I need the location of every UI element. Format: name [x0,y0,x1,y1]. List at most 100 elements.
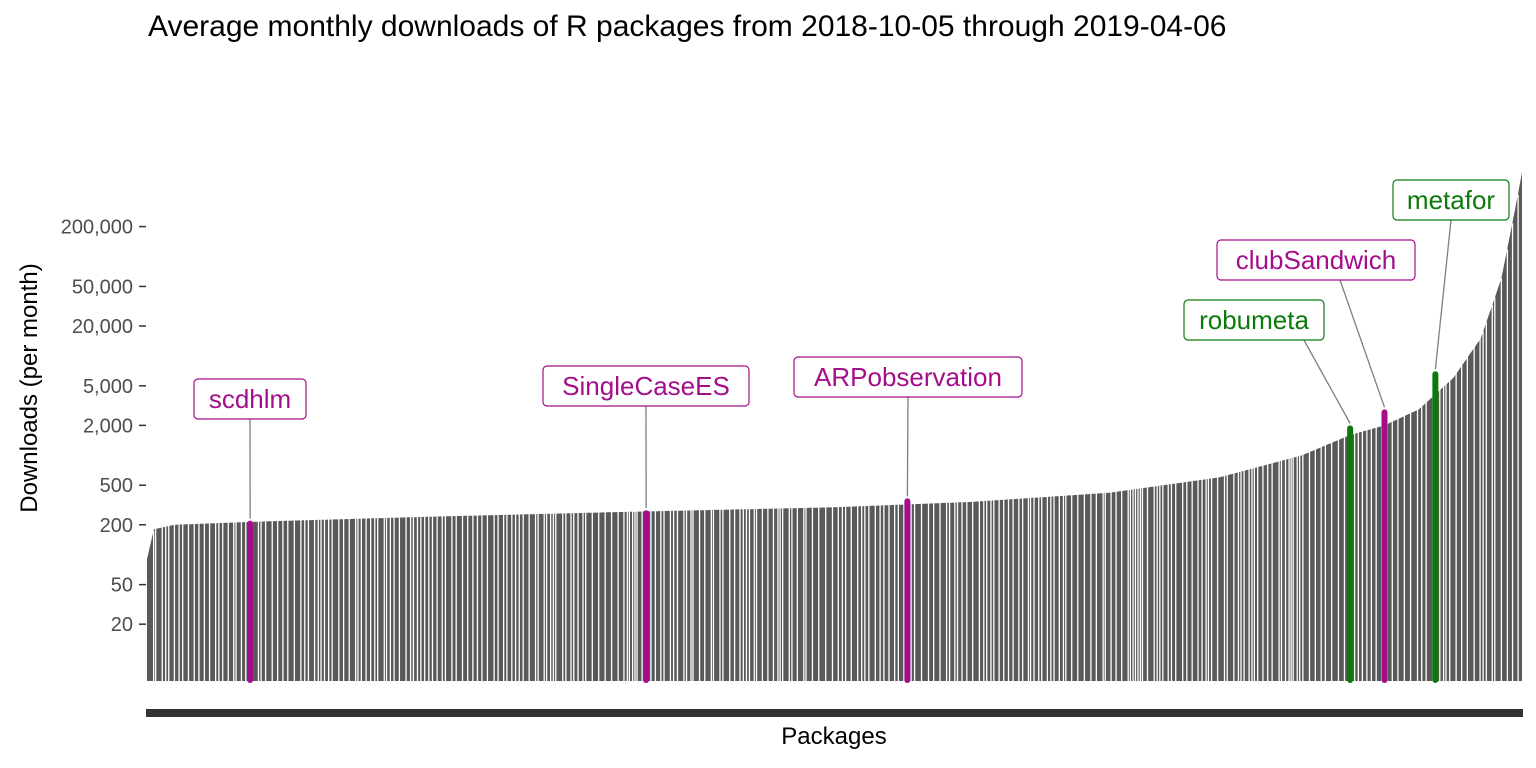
bar-gap [1466,356,1469,682]
bar-gap [420,514,422,682]
bar-gap [748,507,751,682]
bar-gap [1439,388,1441,682]
x-axis-line [146,709,1523,717]
bar-gap [1175,481,1177,682]
bar-gap [227,520,229,682]
bar-gap [1391,420,1393,682]
bar-gap [476,513,479,682]
bar-gap [685,508,688,682]
bar-gap [1156,484,1158,682]
bar-gap [472,513,474,682]
label-box-robumeta [1183,299,1325,341]
bar-gap [956,500,959,682]
bar-gap [1288,456,1290,682]
label-ARPobservation: ARPobservation [814,362,1002,392]
bar-gap [591,510,593,682]
bar-gap [271,519,273,682]
bar-gap [1223,474,1226,682]
bar-gap [1375,425,1377,682]
bar-gap [1139,486,1142,682]
bar-gap [910,502,912,682]
bar-gap [1397,417,1399,682]
bar-gap [641,509,643,682]
label-box-clubSandwich [1216,239,1416,281]
bar-gap [365,516,367,682]
bar-gap [534,512,537,682]
bar-gap [634,509,636,682]
bar-gap [514,512,517,682]
bar-gap [628,509,631,682]
bar-gap [1058,494,1060,682]
bar-gap [1137,486,1139,682]
bar-gap [788,506,790,682]
bar-gap [966,500,968,682]
bar-gap [1479,338,1481,682]
bar-gap [424,514,426,682]
bar-gap [585,510,587,682]
bar-gap [1280,458,1283,682]
bar-gap [777,506,779,682]
bar-gap [369,516,372,682]
bar-gap [1134,487,1137,682]
bar-gap [1248,467,1250,682]
bar-gap [398,515,401,682]
bar-gap [1110,490,1112,682]
bar-gap [1361,429,1364,682]
bar-gap [883,503,885,682]
bar-gap [660,509,662,682]
bar-gap [1284,457,1287,682]
bar-gap [954,500,956,682]
bar-gap [1330,441,1333,682]
bar-gap [733,507,736,682]
bar-gap [779,506,781,682]
bar-gap [1205,477,1207,682]
bar-gap [277,519,279,682]
bar-gap [704,508,706,682]
bar-gap [710,508,713,682]
bar-gap [1083,492,1086,682]
bar-gap [182,522,184,682]
bar-gap [767,506,769,682]
bar-gap [287,518,289,682]
bar-gap [868,503,870,682]
bar-gap [455,514,457,682]
bar-gap [198,521,200,682]
bar-gap [511,512,513,682]
bar-gap [1003,497,1005,682]
bar-gap [1314,447,1317,682]
bar-gap [214,521,217,682]
bar-gap [761,506,764,682]
bar-gap [1485,322,1487,682]
bar-gap [676,508,679,682]
bar-gap [897,502,899,682]
highlight-layer: scdhlm SingleCaseES ARPobservation robumeta… [193,179,1510,683]
bar-gap [187,522,190,682]
bar-gap [1482,331,1484,682]
bar-gap [1012,497,1014,682]
bar-gap [1370,427,1373,682]
y-tick-label: 200 [100,515,133,537]
bar-gap [264,519,267,682]
label-SingleCaseES: SingleCaseES [562,371,730,401]
x-axis-label: Packages [781,723,887,750]
bar-gap [1449,379,1451,682]
leader-robumeta [1299,332,1351,424]
bar-gap [393,515,395,682]
bar-gap [927,501,930,682]
bar-gap [1033,495,1035,682]
bar-gap [805,505,807,682]
y-tick-label: 50 [111,575,133,597]
y-tick-label: 50,000 [72,276,133,298]
bar-gap [161,525,163,682]
bar-gap [636,509,638,682]
bar-gap [577,511,579,682]
bar-gap [1027,496,1030,682]
label-robumeta: robumeta [1199,305,1309,335]
bar-gap [506,512,508,682]
bar-gap [348,517,350,682]
bar-gap [617,510,619,682]
bar-gap [972,499,974,682]
bar-gap [518,512,520,682]
